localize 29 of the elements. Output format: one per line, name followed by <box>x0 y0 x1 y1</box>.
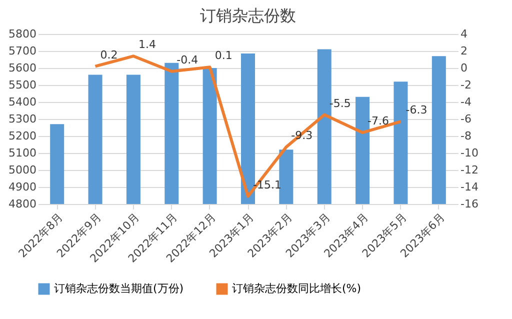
y-tick-label: 5600 <box>8 62 36 74</box>
y-tick-label: 4800 <box>8 198 36 210</box>
y-tick-label: 5100 <box>8 146 36 160</box>
legend-label: 订销杂志份数当期值(万份) <box>54 282 184 295</box>
y-tick-label: 4900 <box>8 180 36 194</box>
chart-title: 订销杂志份数 <box>200 6 296 25</box>
y-tick-label: 5200 <box>8 130 36 142</box>
y-tick-label: 5700 <box>8 44 36 58</box>
y-tick-label: 5500 <box>8 78 36 92</box>
y2-tick-label: -16 <box>460 198 478 210</box>
y2-tick-label: 0 <box>460 62 468 74</box>
y2-tick-label: -2 <box>460 78 472 92</box>
y2-tick-label: 4 <box>460 28 468 40</box>
data-label: 1.4 <box>138 38 156 52</box>
data-label: -0.4 <box>176 53 198 66</box>
data-label: 0.1 <box>214 49 232 62</box>
y2-tick-label: -4 <box>460 96 472 108</box>
y2-tick-label: -12 <box>460 164 478 176</box>
y-tick-label: 5300 <box>8 112 36 126</box>
y2-tick-label: -10 <box>460 146 478 160</box>
legend-label: 订销杂志份数同比增长(%) <box>232 282 362 295</box>
y-tick-label: 5800 <box>8 28 36 40</box>
y2-tick-label: 2 <box>460 44 468 58</box>
y2-tick-label: -8 <box>460 130 472 142</box>
y-tick-label: 5400 <box>8 96 36 108</box>
y2-tick-label: -6 <box>460 112 472 126</box>
data-label: 0.2 <box>100 48 118 62</box>
y2-tick-label: -14 <box>460 180 478 194</box>
y-tick-label: 5000 <box>8 164 36 176</box>
